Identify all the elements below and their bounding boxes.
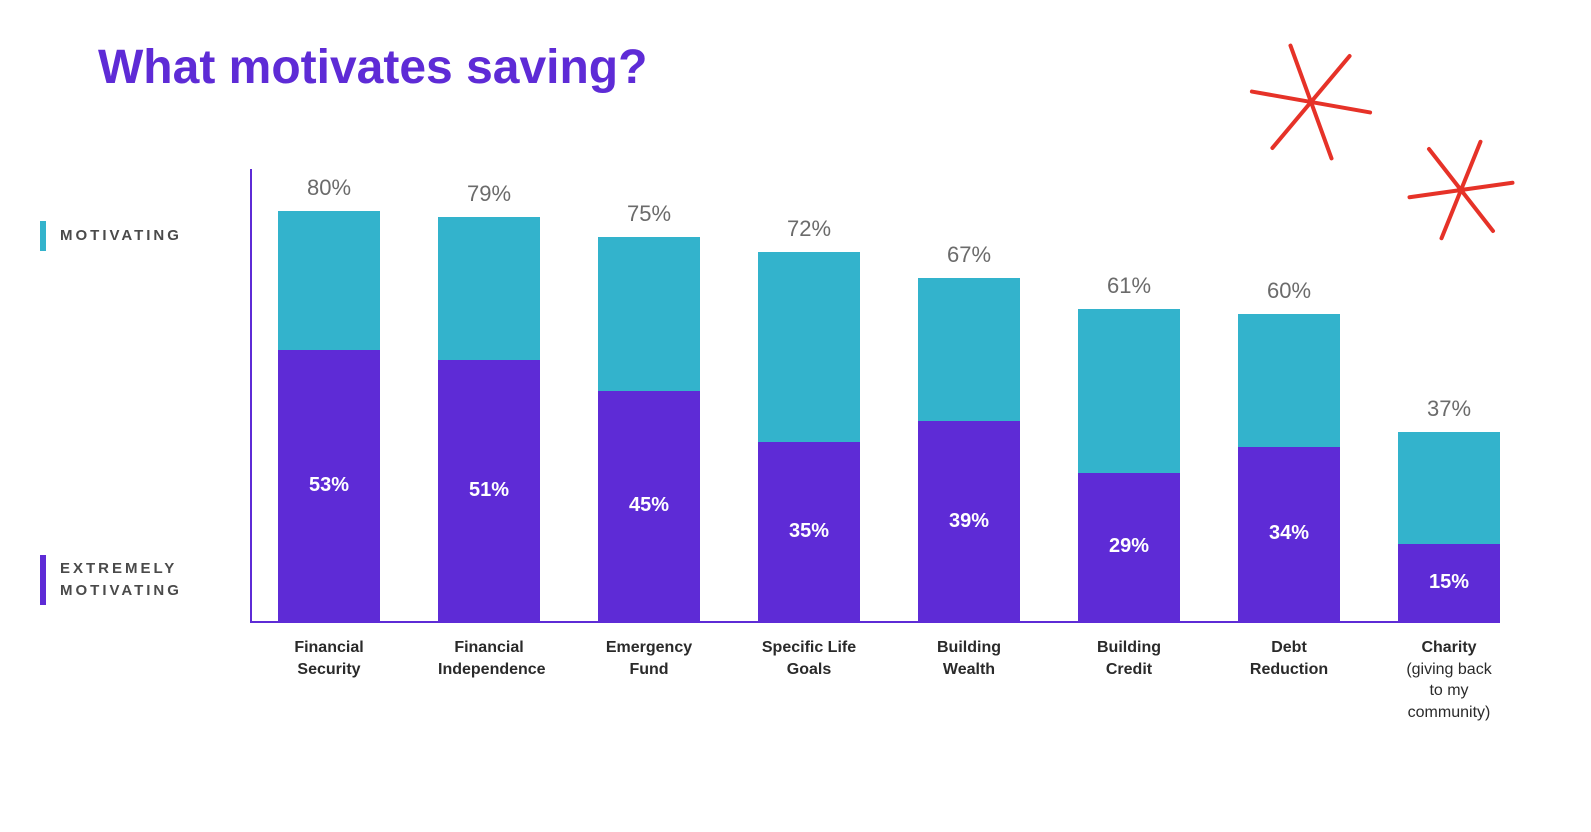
x-axis-labels: Financial Security Financial Independence… <box>250 637 1500 723</box>
bar-segment-extremely: 45% <box>598 391 700 621</box>
bar-stack: 53% <box>278 211 380 621</box>
x-axis-label: Debt Reduction <box>1238 637 1340 723</box>
bar-segment-motivating <box>278 211 380 349</box>
bar-inner-label: 29% <box>1109 535 1149 558</box>
bar-inner-label: 45% <box>629 494 669 517</box>
bar-inner-label: 39% <box>949 510 989 533</box>
asterisk-icon <box>1403 138 1519 242</box>
x-axis-label: Financial Security <box>278 637 380 723</box>
bar-column: 72% 35% <box>758 216 860 621</box>
bar-inner-label: 15% <box>1429 571 1469 594</box>
x-axis-label: Specific Life Goals <box>758 637 860 723</box>
bar-stack: 34% <box>1238 314 1340 621</box>
bar-segment-extremely: 15% <box>1398 544 1500 621</box>
x-axis-label: Building Wealth <box>918 637 1020 723</box>
bar-inner-label: 35% <box>789 520 829 543</box>
bar-total-label: 79% <box>467 181 511 207</box>
bar-total-label: 60% <box>1267 278 1311 304</box>
bar-segment-extremely: 35% <box>758 442 860 621</box>
x-axis-label: Emergency Fund <box>598 637 700 723</box>
bar-stack: 39% <box>918 278 1020 621</box>
bar-total-label: 80% <box>307 175 351 201</box>
x-axis-label: Financial Independence <box>438 637 540 723</box>
bar-total-label: 67% <box>947 242 991 268</box>
legend-item-motivating: MOTIVATING <box>40 221 182 251</box>
bar-inner-label: 34% <box>1269 522 1309 545</box>
bar-column: 60% 34% <box>1238 278 1340 621</box>
bar-segment-extremely: 39% <box>918 421 1020 621</box>
bar-stack: 35% <box>758 252 860 621</box>
bar-segment-motivating <box>438 217 540 360</box>
bar-segment-extremely: 29% <box>1078 473 1180 621</box>
bar-segment-motivating <box>598 237 700 391</box>
bar-stack: 51% <box>438 217 540 621</box>
bar-inner-label: 53% <box>309 474 349 497</box>
x-axis-label: Charity (giving back to my community) <box>1398 637 1500 723</box>
legend-mark-icon <box>40 221 46 251</box>
bar-total-label: 37% <box>1427 396 1471 422</box>
bar-segment-motivating <box>1238 314 1340 447</box>
legend-item-extremely_motivating: EXTREMELYMOTIVATING <box>40 555 182 605</box>
asterisk-decorations <box>1181 30 1541 280</box>
bar-segment-extremely: 53% <box>278 350 380 621</box>
bar-column: 61% 29% <box>1078 273 1180 621</box>
bar-column: 80% 53% <box>278 175 380 621</box>
bar-total-label: 72% <box>787 216 831 242</box>
bar-segment-motivating <box>918 278 1020 421</box>
asterisk-icon <box>1243 40 1379 163</box>
bar-column: 67% 39% <box>918 242 1020 621</box>
bar-column: 79% 51% <box>438 181 540 621</box>
bar-stack: 29% <box>1078 309 1180 621</box>
bar-segment-motivating <box>1078 309 1180 473</box>
legend-mark-icon <box>40 555 46 605</box>
legend-label: EXTREMELYMOTIVATING <box>60 558 182 603</box>
legend-label: MOTIVATING <box>60 225 182 248</box>
bar-column: 75% 45% <box>598 201 700 621</box>
bar-segment-motivating <box>758 252 860 441</box>
bar-segment-extremely: 51% <box>438 360 540 621</box>
x-axis-label: Building Credit <box>1078 637 1180 723</box>
legend-column: MOTIVATING EXTREMELYMOTIVATING <box>40 169 250 657</box>
bar-total-label: 75% <box>627 201 671 227</box>
chart-container: What motivates saving? MOTIVATINGEXTREME… <box>0 0 1591 832</box>
bar-total-label: 61% <box>1107 273 1151 299</box>
bar-inner-label: 51% <box>469 479 509 502</box>
bar-segment-motivating <box>1398 432 1500 545</box>
bar-column: 37% 15% <box>1398 396 1500 621</box>
bar-segment-extremely: 34% <box>1238 447 1340 621</box>
bar-stack: 45% <box>598 237 700 621</box>
bar-stack: 15% <box>1398 432 1500 621</box>
